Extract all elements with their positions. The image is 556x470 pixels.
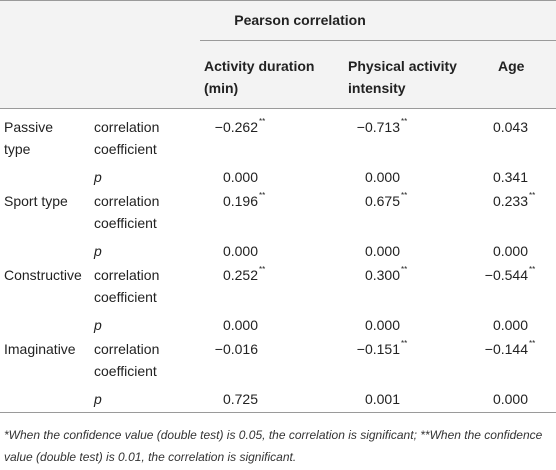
significance-mark: ** [259,265,266,274]
cell: −0.262 ** [214,116,265,138]
cell: 0.252 ** [222,264,265,286]
stat-label: correlation coefficient [94,267,160,305]
cell-value: 0.000 [492,391,528,407]
group-label: Sport type [4,193,68,209]
cell: 0.000 [223,314,258,336]
cell-value: −0.016 [214,341,258,357]
cell: −0.544 ** [484,264,535,286]
cell-value: 0.675 [364,193,400,209]
column-header: Physical activity intensity [348,58,457,96]
significance-mark: ** [529,191,536,200]
cell-value: 0.000 [222,243,258,259]
cell: 0.341 [493,166,528,188]
cell-value: 0.000 [492,243,528,259]
cell-value: 0.000 [222,169,258,185]
stat-label: correlation coefficient [94,119,160,157]
rule [200,40,556,41]
cell-value: 0.000 [364,317,400,333]
cell: 0.000 [493,314,528,336]
cell-value: 0.252 [222,267,258,283]
significance-mark: ** [401,339,408,348]
cell-value: −0.151 [356,341,400,357]
stat-label: correlation coefficient [94,193,160,231]
cell: 0.000 [365,240,400,262]
cell: 0.196 ** [222,190,265,212]
cell-value: 0.000 [364,243,400,259]
cell-value: 0.043 [492,119,528,135]
rule [0,108,556,109]
cell-value: −0.262 [214,119,258,135]
group-label: Passive type [4,119,54,157]
footnote: *When the confidence value (double test)… [4,428,543,464]
cell: 0.000 [493,240,528,262]
cell-value: 0.233 [492,193,528,209]
cell-value: −0.544 [484,267,528,283]
significance-mark: ** [529,265,536,274]
significance-mark: ** [401,265,408,274]
cell-value: 0.000 [364,169,400,185]
cell: 0.001 [365,388,400,410]
rule [0,412,556,413]
significance-mark: ** [259,117,266,126]
stat-label: p [94,243,102,259]
column-header: Activity duration (min) [204,58,315,96]
header-band [0,0,556,108]
cell: −0.016 [215,338,258,360]
cell: 0.000 [223,166,258,188]
cell: −0.713 ** [356,116,407,138]
cell: 0.675 ** [364,190,407,212]
cell: 0.000 [365,314,400,336]
cell-value: 0.000 [222,317,258,333]
significance-mark: ** [259,191,266,200]
cell-value: 0.725 [222,391,258,407]
cell: 0.000 [493,388,528,410]
significance-mark: ** [401,117,408,126]
cell-value: −0.144 [484,341,528,357]
stat-label: correlation coefficient [94,341,160,379]
cell-value: 0.341 [492,169,528,185]
stat-label: p [94,317,102,333]
group-label: Constructive [4,267,82,283]
significance-mark: ** [529,339,536,348]
group-label: Imaginative [4,341,76,357]
cell: 0.000 [223,240,258,262]
cell: 0.725 [223,388,258,410]
column-header: Age [498,58,525,74]
cell-value: 0.001 [364,391,400,407]
cell-value: 0.196 [222,193,258,209]
significance-mark: ** [401,191,408,200]
table-title: Pearson correlation [234,12,366,28]
cell: 0.233 ** [492,190,535,212]
cell-value: −0.713 [356,119,400,135]
rule [0,0,556,1]
stat-label: p [94,169,102,185]
cell: 0.000 [365,166,400,188]
stat-label: p [94,391,102,407]
cell: 0.300 ** [364,264,407,286]
cell-value: 0.300 [364,267,400,283]
cell: −0.151 ** [356,338,407,360]
cell: −0.144 ** [484,338,535,360]
cell-value: 0.000 [492,317,528,333]
cell: 0.043 [493,116,528,138]
